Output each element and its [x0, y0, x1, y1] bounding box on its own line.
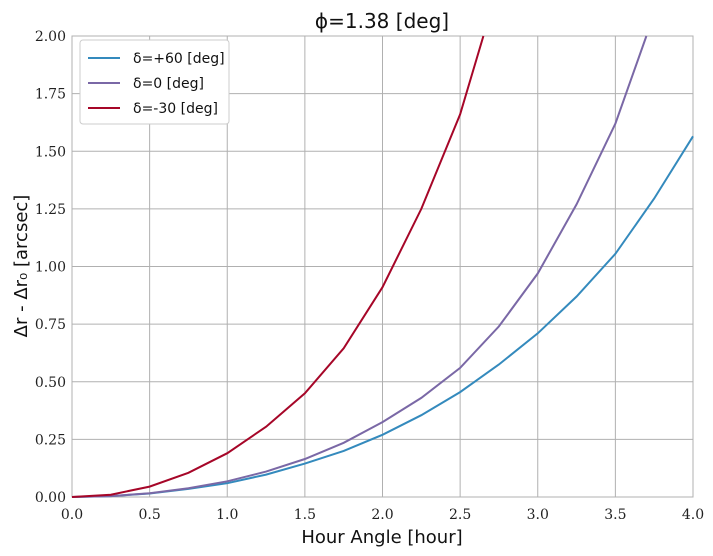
x-tick-labels: 0.0 0.5 1.0 1.5 2.0 2.5 3.0 3.5 4.0 [61, 507, 704, 523]
y-tick-label: 0.00 [35, 490, 66, 506]
x-tick-label: 1.5 [294, 507, 316, 523]
y-tick-label: 1.00 [35, 260, 66, 276]
series-line [71, 35, 648, 498]
legend-box [79, 39, 230, 125]
x-tick-label: 3.0 [527, 507, 549, 523]
y-tick-label: 2.00 [35, 29, 66, 45]
x-tick-label: 4.0 [682, 507, 704, 523]
legend-label: δ=-30 [deg] [133, 101, 218, 117]
y-tick-label: 0.25 [35, 432, 66, 448]
x-tick-label: 3.5 [604, 507, 626, 523]
y-tick-label: 1.75 [35, 87, 66, 103]
x-axis-label: Hour Angle [hour] [301, 527, 462, 548]
plot-frame [71, 35, 694, 498]
y-tick-labels: 0.00 0.25 0.50 0.75 1.00 1.25 1.50 1.75 2.00 [35, 29, 66, 506]
x-tick-label: 0.0 [61, 507, 83, 523]
y-axis-label: Δr - Δr₀ [arcsec] [11, 195, 32, 338]
legend-label: δ=+60 [deg] [133, 51, 225, 67]
x-tick-label: 2.5 [449, 507, 471, 523]
chart-title: ϕ=1.38 [deg] [315, 9, 449, 33]
series-layer [71, 35, 694, 498]
y-tick-label: 0.50 [35, 375, 66, 391]
legend-label: δ=0 [deg] [133, 76, 204, 92]
legend: δ=+60 [deg] δ=0 [deg] δ=-30 [deg] [79, 39, 230, 125]
y-tick-label: 1.50 [35, 144, 66, 160]
x-tick-label: 0.5 [138, 507, 160, 523]
x-tick-label: 2.0 [371, 507, 393, 523]
series-line [71, 35, 485, 498]
y-tick-label: 0.75 [35, 317, 66, 333]
y-tick-label: 1.25 [35, 202, 66, 218]
x-tick-label: 1.0 [216, 507, 238, 523]
